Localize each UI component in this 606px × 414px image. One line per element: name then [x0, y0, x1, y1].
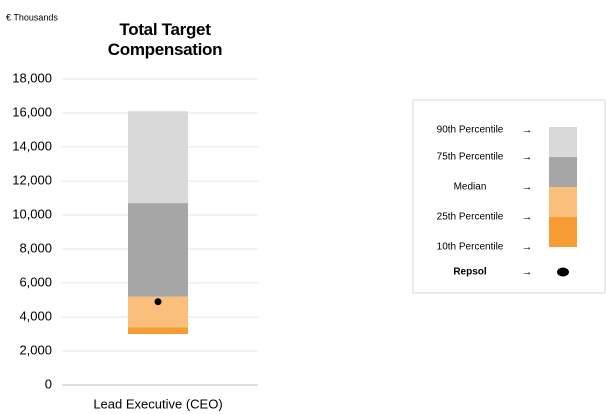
y-tick-label: 12,000 [12, 172, 52, 187]
y-tick-label: 18,000 [12, 70, 52, 85]
legend-arrow: → [522, 151, 533, 163]
legend-swatch [549, 217, 577, 247]
y-tick-label: 0 [45, 376, 52, 391]
bar-segment [128, 203, 188, 297]
legend-arrow: → [522, 266, 533, 278]
y-tick-label: 10,000 [12, 206, 52, 221]
chart-title: Total Target Compensation [107, 20, 223, 59]
legend-arrow: → [522, 211, 533, 223]
bar-segment [128, 111, 188, 204]
bar-segment [128, 327, 188, 334]
legend-swatch [549, 157, 577, 187]
y-tick-label: 4,000 [19, 308, 52, 323]
y-tick-label: 16,000 [12, 104, 52, 119]
legend-label: 75th Percentile [437, 152, 504, 163]
legend-arrow: → [522, 241, 533, 253]
legend-arrow: → [522, 124, 533, 136]
y-tick-label: 8,000 [19, 240, 52, 255]
legend-label: 10th Percentile [437, 242, 504, 253]
legend-label: 90th Percentile [437, 125, 504, 136]
legend-label: Repsol [453, 267, 487, 278]
legend-box [412, 99, 606, 294]
y-tick-label: 14,000 [12, 138, 52, 153]
marker-dot [154, 298, 162, 306]
legend-swatch [549, 187, 577, 217]
legend-label: Median [454, 182, 487, 193]
legend-swatch [549, 127, 577, 157]
y-axis-label: € Thousands [6, 12, 58, 22]
legend-marker [557, 267, 569, 277]
y-tick-label: 2,000 [19, 342, 52, 357]
y-tick-label: 6,000 [19, 274, 52, 289]
x-tick-label: Lead Executive (CEO) [93, 396, 222, 411]
legend-label: 25th Percentile [437, 212, 504, 223]
legend-arrow: → [522, 181, 533, 193]
